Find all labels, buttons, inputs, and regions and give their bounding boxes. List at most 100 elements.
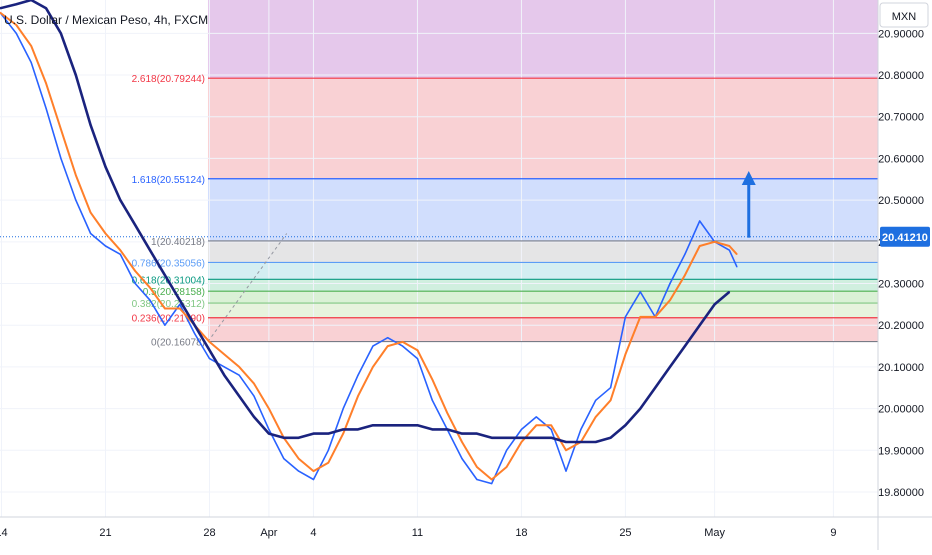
point-slow-ma-47 — [699, 324, 701, 326]
time-tick-label: 28 — [203, 527, 215, 539]
time-tick-label: 14 — [0, 527, 8, 539]
point-slow-ma-17 — [253, 416, 255, 418]
price-tick-label: 20.00000 — [878, 404, 924, 416]
point-slow-ma-13 — [194, 324, 196, 326]
point-price-39 — [580, 428, 582, 431]
point-slow-ma-9 — [134, 224, 136, 226]
point-fast-ma-35 — [520, 441, 523, 443]
fib-band-0 — [207, 0, 879, 79]
point-price-33 — [491, 483, 493, 485]
point-slow-ma-46 — [684, 345, 686, 347]
point-fast-ma-49 — [728, 245, 731, 247]
point-price-15 — [223, 366, 225, 368]
point-fast-ma-2 — [30, 45, 32, 47]
point-price-29 — [431, 399, 433, 401]
point-fast-ma-6 — [90, 212, 92, 214]
fib-label-2.618: 2.618(20.79244) — [132, 74, 205, 85]
projection-arrow-head[interactable] — [741, 170, 756, 185]
price-scale[interactable]: MXN 20.90000 20.80000 20.70000 20.60000 20.5… — [878, 2, 930, 499]
point-price-49 — [728, 249, 731, 251]
point-price-38 — [565, 470, 567, 472]
fib-label-1: 1(20.40218) — [151, 237, 205, 248]
point-fast-ma-46 — [684, 274, 686, 276]
point-price-31 — [461, 458, 463, 460]
time-scale[interactable]: 14 21 28 Apr 4 11 18 25 May 9 — [0, 527, 836, 539]
price-tick-label: 19.90000 — [878, 445, 924, 457]
point-price-2 — [30, 61, 32, 64]
point-slow-ma-3 — [45, 7, 47, 9]
point-fast-ma-9 — [134, 270, 136, 272]
point-price-50 — [736, 266, 738, 268]
point-slow-ma-48 — [713, 303, 716, 305]
price-tick-label: 19.80000 — [878, 487, 924, 499]
point-fast-ma-16 — [238, 366, 240, 368]
point-price-28 — [416, 357, 419, 360]
point-price-20 — [298, 470, 300, 472]
fib-band-8 — [207, 317, 879, 342]
series — [0, 0, 738, 485]
point-price-12 — [179, 303, 181, 305]
point-slow-ma-33 — [491, 437, 493, 439]
point-price-19 — [283, 458, 285, 460]
price-tick-label: 20.20000 — [878, 320, 924, 332]
point-fast-ma-20 — [298, 458, 300, 460]
point-fast-ma-27 — [402, 341, 404, 343]
point-slow-ma-20 — [298, 437, 300, 439]
series-slow-ma — [0, 0, 731, 444]
point-fast-ma-14 — [208, 341, 211, 343]
point-price-27 — [402, 345, 404, 347]
time-tick-label: 9 — [830, 527, 836, 539]
point-slow-ma-27 — [402, 424, 404, 426]
currency-badge[interactable] — [879, 2, 929, 28]
point-price-21 — [312, 478, 315, 481]
time-tick-label: 18 — [515, 527, 527, 539]
price-tick-label: 20.70000 — [878, 112, 924, 124]
price-tick-label: 20.60000 — [878, 153, 924, 165]
point-fast-ma-26 — [387, 345, 389, 347]
point-fast-ma-0 — [0, 11, 1, 14]
price-tick-label: 20.10000 — [878, 362, 924, 374]
point-slow-ma-7 — [104, 166, 107, 168]
point-slow-ma-19 — [283, 437, 285, 439]
point-price-5 — [75, 199, 77, 201]
point-fast-ma-30 — [446, 412, 448, 414]
point-slow-ma-41 — [609, 437, 612, 439]
point-fast-ma-41 — [609, 399, 612, 401]
point-slow-ma-49 — [728, 291, 731, 293]
point-fast-ma-50 — [736, 253, 738, 255]
point-slow-ma-34 — [505, 437, 508, 439]
point-fast-ma-24 — [357, 395, 359, 397]
point-slow-ma-15 — [223, 374, 225, 376]
fib-trendline[interactable] — [207, 233, 288, 342]
point-price-10 — [149, 299, 151, 301]
time-tick-label: 25 — [619, 527, 631, 539]
point-slow-ma-18 — [268, 433, 270, 435]
point-slow-ma-40 — [595, 441, 597, 443]
time-tick-label: 4 — [310, 527, 316, 539]
point-fast-ma-12 — [179, 307, 181, 310]
point-slow-ma-30 — [446, 428, 448, 431]
point-price-24 — [357, 374, 359, 376]
point-slow-ma-8 — [119, 199, 121, 201]
point-price-35 — [520, 428, 523, 431]
point-price-23 — [342, 407, 344, 410]
fib-band-5 — [207, 279, 879, 292]
point-slow-ma-26 — [387, 424, 389, 426]
point-fast-ma-32 — [476, 466, 478, 468]
price-tick-label: 20.30000 — [878, 279, 924, 291]
markers[interactable] — [741, 170, 756, 238]
point-price-9 — [134, 282, 136, 285]
point-price-46 — [684, 253, 686, 255]
point-slow-ma-35 — [520, 437, 523, 439]
point-price-37 — [550, 428, 552, 431]
point-slow-ma-39 — [580, 441, 582, 443]
point-slow-ma-28 — [416, 424, 419, 426]
point-price-3 — [45, 107, 47, 110]
point-fast-ma-1 — [15, 24, 17, 26]
price-tick-label: 20.80000 — [878, 70, 924, 82]
point-fast-ma-48 — [713, 241, 716, 243]
point-slow-ma-10 — [149, 249, 151, 251]
point-slow-ma-45 — [669, 366, 671, 368]
